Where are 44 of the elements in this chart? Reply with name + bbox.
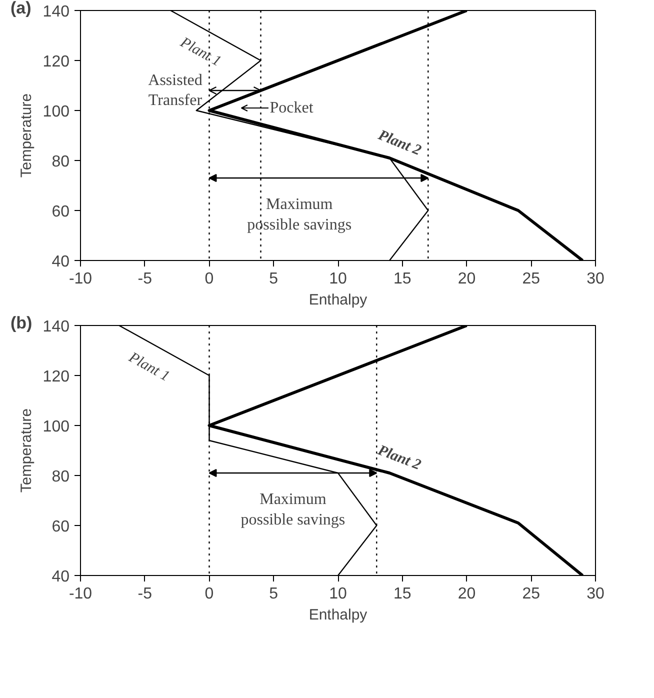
x-tick-label: 25: [522, 270, 540, 288]
x-tick-label: -5: [138, 270, 152, 288]
x-tick-label: 15: [393, 586, 412, 602]
x-tick-label: -10: [68, 270, 92, 288]
chart-title: (b): [10, 314, 32, 332]
y-tick-label: 60: [52, 518, 70, 536]
x-tick-label: 0: [204, 270, 214, 288]
x-axis-title: Enthalpy: [308, 292, 368, 308]
x-tick-label: 10: [329, 270, 347, 288]
y-tick-label: 120: [42, 368, 70, 386]
x-tick-label: 0: [204, 586, 214, 602]
y-tick-label: 80: [52, 468, 70, 486]
y-tick-label: 40: [52, 568, 70, 586]
x-tick-label: 30: [586, 270, 604, 288]
x-tick-label: 15: [393, 270, 412, 288]
annotation: Pocket: [270, 100, 314, 116]
chart-title: (a): [10, 0, 32, 18]
annotation: Maximum possible savings: [240, 491, 346, 528]
text: Plant 2: [376, 442, 424, 474]
y-tick-label: 40: [52, 254, 70, 270]
x-tick-label: 25: [522, 586, 540, 602]
y-tick-label: 80: [52, 154, 70, 170]
x-tick-label: -5: [138, 586, 152, 602]
y-axis-title: Temperature: [18, 93, 35, 178]
text: Plant 1: [125, 349, 172, 385]
y-tick-label: 100: [42, 418, 70, 436]
text: Plant 1: [176, 34, 224, 70]
x-tick-label: 20: [458, 586, 476, 602]
y-tick-label: 120: [42, 54, 70, 70]
annotation: Assisted Transfer: [148, 72, 203, 110]
x-tick-label: -10: [68, 586, 92, 602]
y-tick-label: 60: [52, 204, 70, 220]
y-axis-title: Temperature: [18, 408, 35, 493]
x-tick-label: 20: [458, 270, 476, 288]
y-tick-label: 140: [42, 318, 70, 336]
x-tick-label: 10: [329, 586, 347, 602]
x-tick-label: 30: [586, 586, 604, 602]
y-tick-label: 100: [42, 104, 70, 120]
y-tick-label: 140: [42, 4, 70, 20]
text: Plant 2: [376, 127, 424, 160]
x-tick-label: 5: [269, 270, 278, 288]
annotation: Maximum possible savings: [247, 196, 352, 234]
x-axis-title: Enthalpy: [308, 606, 368, 624]
x-tick-label: 5: [269, 586, 278, 602]
